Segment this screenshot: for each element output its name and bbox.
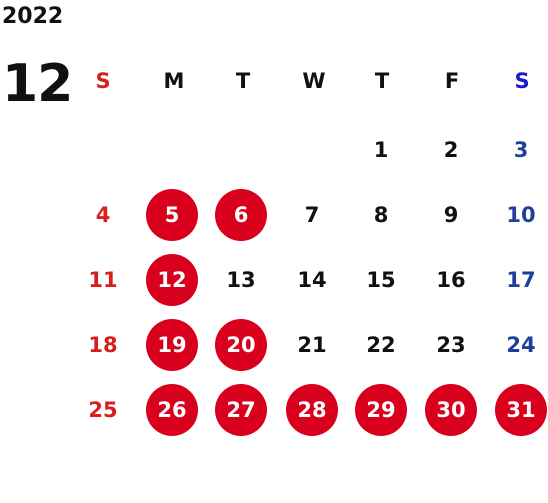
weekday-header-tuesday: T [235, 69, 251, 93]
day-cell: 11 [88, 268, 118, 292]
month-number: 12 [2, 54, 73, 114]
weekday-header-saturday: S [514, 69, 530, 93]
day-cell: 10 [506, 203, 536, 227]
weekday-header-friday: F [444, 69, 460, 93]
day-cell: 6 [215, 189, 267, 241]
day-cell: 22 [366, 333, 396, 357]
day-cell: 13 [226, 268, 256, 292]
day-cell: 15 [366, 268, 396, 292]
day-cell: 18 [88, 333, 118, 357]
day-cell: 20 [215, 319, 267, 371]
day-cell: 21 [297, 333, 327, 357]
day-cell: 3 [513, 138, 529, 162]
day-cell: 5 [146, 189, 198, 241]
day-cell: 19 [146, 319, 198, 371]
year-label: 2022 [2, 4, 64, 29]
day-cell: 14 [297, 268, 327, 292]
day-cell: 24 [506, 333, 536, 357]
day-cell: 12 [146, 254, 198, 306]
day-cell: 17 [506, 268, 536, 292]
day-cell: 4 [95, 203, 111, 227]
day-cell: 31 [495, 384, 547, 436]
day-cell: 27 [215, 384, 267, 436]
day-cell: 7 [304, 203, 320, 227]
weekday-header-thursday: T [374, 69, 390, 93]
day-cell: 16 [436, 268, 466, 292]
day-cell: 1 [373, 138, 389, 162]
day-cell: 29 [355, 384, 407, 436]
weekday-header-wednesday: W [302, 69, 326, 93]
day-cell: 2 [443, 138, 459, 162]
day-cell: 25 [88, 398, 118, 422]
weekday-header-monday: M [163, 69, 185, 93]
day-cell: 8 [373, 203, 389, 227]
day-cell: 9 [443, 203, 459, 227]
day-cell: 30 [425, 384, 477, 436]
day-cell: 23 [436, 333, 466, 357]
day-cell: 26 [146, 384, 198, 436]
weekday-header-sunday: S [95, 69, 111, 93]
day-cell: 28 [286, 384, 338, 436]
